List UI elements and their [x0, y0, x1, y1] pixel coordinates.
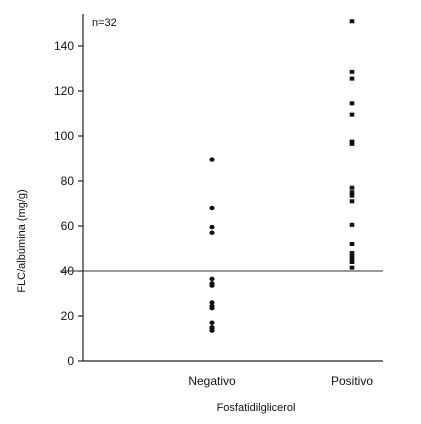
data-points: [209, 19, 355, 333]
data-point: [349, 265, 355, 270]
data-point: [349, 193, 355, 198]
y-tick-label: 140: [54, 39, 74, 53]
axes: [82, 14, 383, 362]
data-point: [349, 199, 355, 204]
y-tick-label: 20: [61, 309, 75, 323]
data-point: [349, 242, 355, 246]
y-tick-label: 0: [67, 354, 74, 368]
x-category-label: Positivo: [331, 374, 373, 388]
data-point: [209, 224, 215, 230]
data-point: [349, 260, 355, 264]
x-axis-title: Fosfatidilglicerol: [217, 402, 296, 414]
data-point: [209, 205, 215, 211]
data-point: [209, 230, 215, 235]
data-point: [349, 139, 355, 144]
data-point: [349, 141, 355, 146]
data-point: [349, 254, 355, 259]
data-point: [349, 190, 355, 195]
data-point: [349, 222, 355, 227]
data-point: [349, 256, 355, 261]
data-point: [349, 19, 355, 24]
x-axis-categories: Negativo Positivo: [188, 374, 373, 388]
data-point: [209, 320, 215, 325]
sample-size-annotation: n=32: [92, 17, 117, 29]
data-point: [209, 283, 215, 288]
data-point: [209, 157, 215, 162]
y-tick-label: 60: [61, 219, 75, 233]
x-category-label: Negativo: [188, 374, 236, 388]
data-point: [349, 76, 355, 81]
data-point: [209, 305, 215, 311]
data-point: [349, 251, 355, 255]
y-tick-label: 120: [54, 84, 74, 98]
data-point: [349, 101, 355, 106]
data-point: [209, 276, 215, 282]
data-point: [209, 300, 215, 305]
data-point: [209, 328, 215, 333]
y-tick-label: 80: [61, 174, 75, 188]
data-point: [349, 185, 355, 190]
y-tick-label: 100: [54, 129, 74, 143]
data-point: [349, 112, 355, 117]
data-point: [349, 69, 355, 74]
y-axis-title: FLC/albúmina (mg/g): [16, 189, 28, 292]
